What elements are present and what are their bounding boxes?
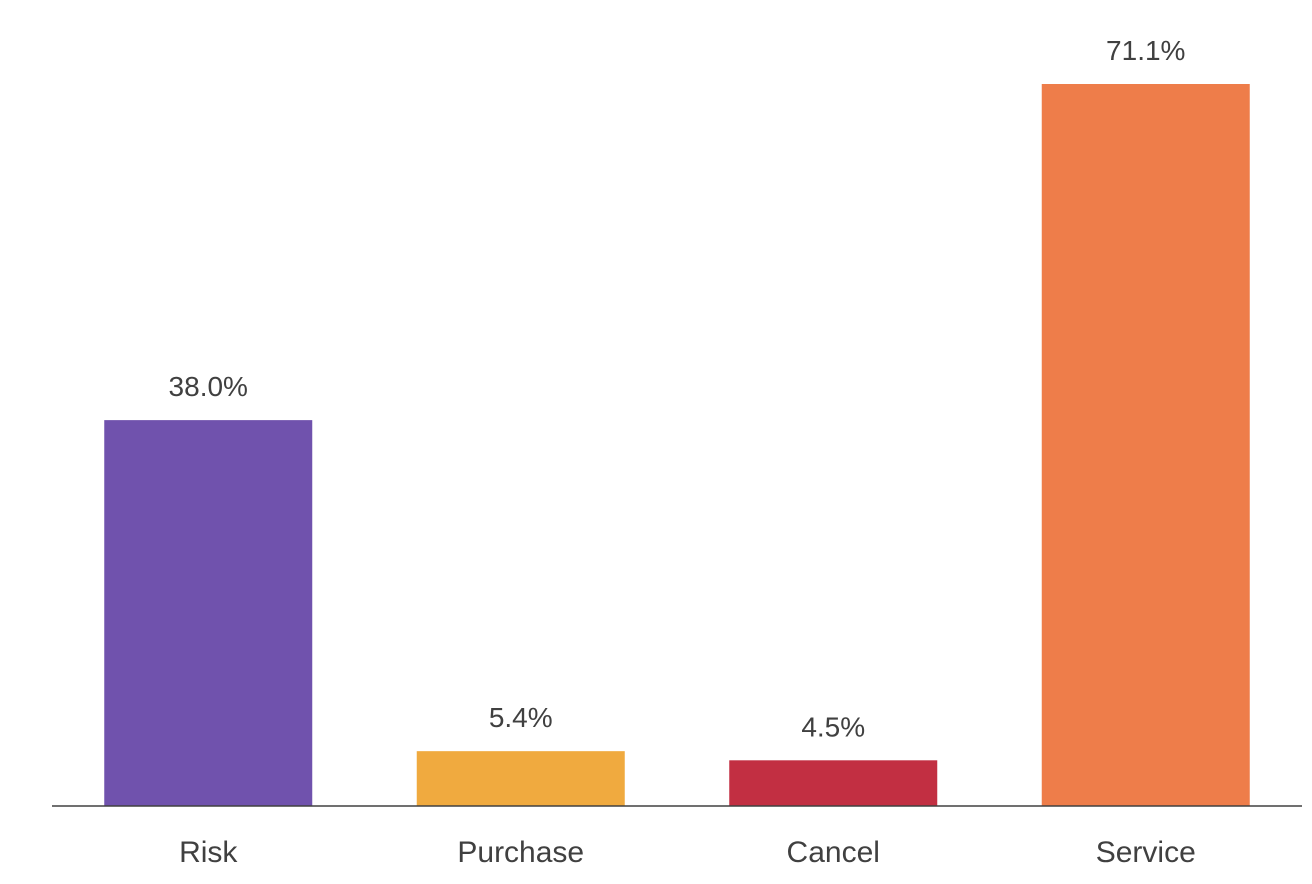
bar-risk <box>104 420 313 806</box>
bar-service <box>1041 84 1250 806</box>
data-labels-layer: 38.0% 5.4% 4.5% 71.1% <box>169 35 1186 742</box>
data-label-purchase: 5.4% <box>489 702 553 733</box>
data-label-service: 71.1% <box>1106 35 1185 66</box>
data-label-risk: 38.0% <box>169 371 248 402</box>
data-label-cancel: 4.5% <box>801 711 865 742</box>
x-tick-label-cancel: Cancel <box>787 836 880 869</box>
x-tick-label-risk: Risk <box>179 836 238 869</box>
x-tick-label-purchase: Purchase <box>457 836 584 869</box>
bar-cancel <box>729 760 938 806</box>
bars-layer <box>104 84 1250 806</box>
x-tick-label-service: Service <box>1096 836 1196 869</box>
x-tick-labels-layer: Risk Purchase Cancel Service <box>179 836 1196 869</box>
bar-purchase <box>416 751 625 806</box>
